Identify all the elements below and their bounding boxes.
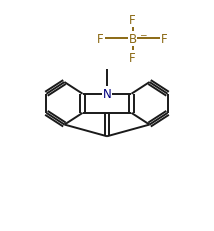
- Text: F: F: [129, 52, 136, 65]
- Text: F: F: [129, 14, 136, 27]
- Text: B: B: [128, 33, 137, 46]
- Text: F: F: [97, 33, 104, 46]
- Text: −: −: [139, 30, 147, 39]
- Text: N: N: [103, 88, 111, 101]
- Text: F: F: [161, 33, 168, 46]
